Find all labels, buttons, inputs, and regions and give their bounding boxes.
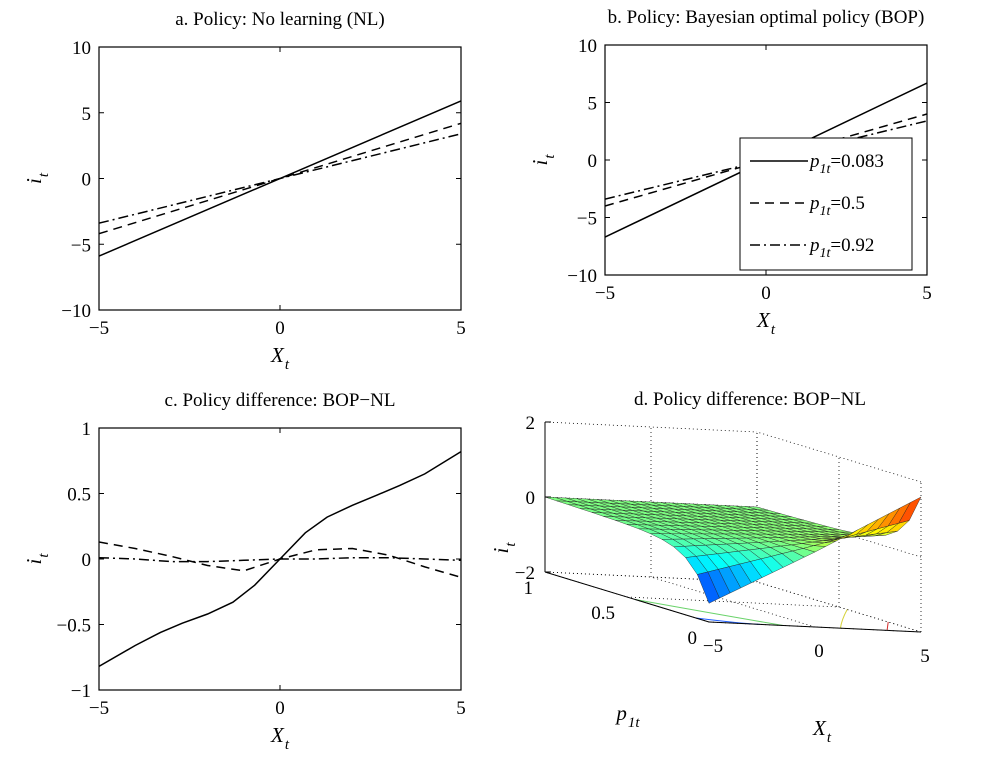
y-axis-label-text: it bbox=[528, 154, 558, 166]
x-tick-label: −5 bbox=[703, 636, 723, 657]
p-axis bbox=[544, 571, 710, 623]
grid-line bbox=[650, 576, 816, 628]
x-tick-label: 5 bbox=[456, 698, 466, 719]
grid-line bbox=[626, 596, 840, 608]
x-tick-label: 5 bbox=[920, 646, 930, 667]
series-line-dashdot bbox=[99, 556, 461, 563]
p-tick-label: 1 bbox=[524, 578, 534, 599]
contour-line bbox=[839, 609, 848, 629]
legend: p1t=0.083 p1t=0.5 p1t=0.92 bbox=[739, 137, 913, 271]
panel-c-title: c. Policy difference: BOP−NL bbox=[165, 390, 396, 411]
y-tick-label: 10 bbox=[72, 38, 91, 59]
x-tick-label: 5 bbox=[456, 318, 466, 339]
x-tick-label: 5 bbox=[922, 283, 932, 304]
z-axis-label: it bbox=[489, 542, 519, 554]
y-tick-label: −5 bbox=[577, 209, 597, 230]
x-tick-label: 0 bbox=[275, 698, 285, 719]
surface-patch bbox=[898, 496, 922, 524]
x-axis-label-text: Xt bbox=[270, 723, 290, 753]
p-tick-label: 0 bbox=[688, 628, 698, 649]
x3d-axis-label-text: Xt bbox=[812, 716, 832, 746]
y-tick-label: 0 bbox=[82, 550, 92, 571]
z-tick-label: −2 bbox=[515, 563, 535, 584]
x-tick-label: −5 bbox=[89, 318, 109, 339]
y-tick-label: −5 bbox=[71, 235, 91, 256]
panel-d-title: d. Policy difference: BOP−NL bbox=[634, 389, 866, 410]
y-axis-label: it bbox=[528, 154, 558, 166]
y-tick-label: −10 bbox=[61, 301, 91, 322]
y-tick-label: 0.5 bbox=[67, 485, 91, 506]
y-tick-label: −0.5 bbox=[57, 616, 91, 637]
y-tick-label: 0 bbox=[588, 151, 598, 172]
panel-a-title: a. Policy: No learning (NL) bbox=[175, 9, 384, 30]
x-axis bbox=[708, 621, 922, 633]
y-tick-label: 10 bbox=[578, 36, 597, 57]
legend-label: p1t=0.083 bbox=[808, 151, 884, 177]
x-axis-label: Xt bbox=[270, 343, 290, 373]
legend-label: p1t=0.5 bbox=[808, 193, 865, 219]
y-tick-label: 5 bbox=[588, 94, 598, 115]
grid-line bbox=[756, 581, 922, 633]
x-axis-label: Xt bbox=[756, 308, 776, 338]
x-axis-label-text: Xt bbox=[270, 343, 290, 373]
y-tick-label: 0 bbox=[82, 170, 92, 191]
legend-box bbox=[739, 137, 913, 271]
panel-c: c. Policy difference: BOP−NL −5 0 5 −1 −0.5 0 0… bbox=[22, 390, 466, 753]
p-tick-label: 0.5 bbox=[591, 603, 615, 624]
grid-line bbox=[544, 421, 758, 433]
x-tick-label: −5 bbox=[595, 283, 615, 304]
grid-line bbox=[756, 431, 922, 483]
y-axis-label: it bbox=[22, 172, 52, 184]
x-tick-label: −5 bbox=[89, 698, 109, 719]
grid-line bbox=[756, 506, 922, 558]
y-tick-label: −10 bbox=[567, 266, 597, 287]
y-tick-label: −1 bbox=[71, 681, 91, 702]
z-tick-label: 0 bbox=[526, 488, 536, 509]
x-tick-label: 0 bbox=[814, 641, 824, 662]
x-tick-label: 0 bbox=[275, 318, 285, 339]
x3d-axis-label: Xt bbox=[812, 716, 832, 746]
legend-label: p1t=0.92 bbox=[808, 235, 874, 261]
panel-b-title: b. Policy: Bayesian optimal policy (BOP) bbox=[608, 7, 925, 28]
p-axis-label: p1t bbox=[614, 701, 640, 731]
contour-line bbox=[635, 599, 784, 626]
y-axis-label-text: it bbox=[22, 553, 52, 565]
x-tick-label: 0 bbox=[761, 283, 771, 304]
z-axis-label-text: it bbox=[489, 542, 519, 554]
z-tick-label: 2 bbox=[526, 413, 536, 434]
y-tick-label: 5 bbox=[82, 104, 92, 125]
y-tick-label: 1 bbox=[82, 419, 92, 440]
contour-line bbox=[886, 621, 889, 631]
series-line-dashdot bbox=[99, 133, 461, 224]
y-axis-label-text: it bbox=[22, 172, 52, 184]
series-line-dashed bbox=[99, 122, 461, 235]
panel-a: a. Policy: No learning (NL)−5 0 5−10−50510… bbox=[22, 9, 466, 373]
y-axis-label: it bbox=[22, 553, 52, 565]
panel-b: b. Policy: Bayesian optimal policy (BOP)… bbox=[528, 7, 932, 338]
p-axis-label-text: p1t bbox=[614, 701, 640, 731]
x-axis-label: Xt bbox=[270, 723, 290, 753]
x-axis-label-text: Xt bbox=[756, 308, 776, 338]
